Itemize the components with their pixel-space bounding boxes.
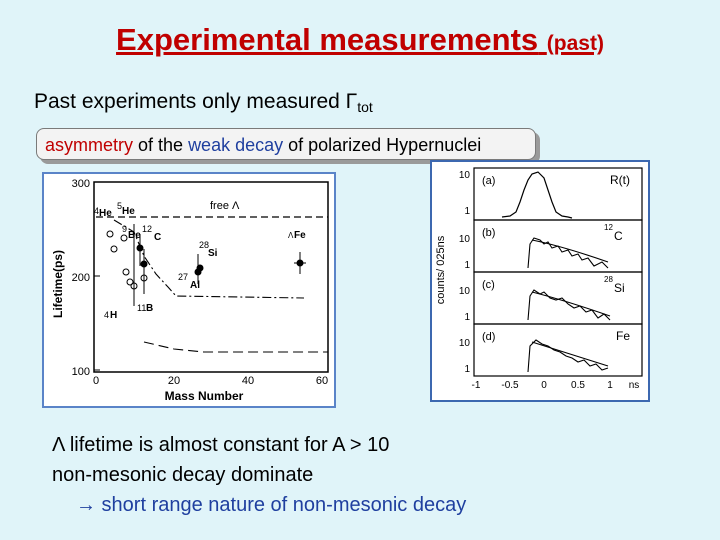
bullet-lifetime: Λ lifetime is almost constant for A > 10 xyxy=(52,434,390,456)
sup-be: 9 xyxy=(122,224,127,234)
intro-text: Past experiments only measured Γ xyxy=(34,90,358,113)
xtick-20: 20 xyxy=(168,375,180,387)
tag-b: (b) xyxy=(482,227,495,239)
sup-fe: Λ xyxy=(288,231,294,240)
title-main: Experimental measurements xyxy=(116,22,539,57)
intro-line: Past experiments only measured Γtot xyxy=(34,90,373,115)
sup-b: 11 xyxy=(137,303,146,313)
panel-c xyxy=(473,271,643,325)
callout-asymmetry: asymmetry xyxy=(45,135,134,155)
sup-c: 28 xyxy=(604,275,613,284)
sup-c: 12 xyxy=(142,224,152,234)
theory-curve-lower xyxy=(143,341,328,353)
sup-he5: 5 xyxy=(117,201,122,211)
xtick-05: 0.5 xyxy=(571,380,585,391)
xtick-neg1: -1 xyxy=(472,380,481,391)
lifetime-ylabel: Lifetime(ps) xyxy=(51,250,65,318)
lifetime-xlabel: Mass Number xyxy=(165,389,244,403)
tick-b-1: 1 xyxy=(464,260,470,271)
label-he4: He xyxy=(99,208,112,219)
lifetime-figure: 300 200 100 Lifetime(ps) 0 20 40 60 Mass… xyxy=(42,172,336,408)
sup-h: 4 xyxy=(104,310,109,320)
lifetime-plot: 300 200 100 Lifetime(ps) 0 20 40 60 Mass… xyxy=(51,178,329,403)
bullet-short-range: → short range nature of non-mesonic deca… xyxy=(52,490,466,520)
ns-xlabel: ns xyxy=(629,380,640,391)
tag-c: (c) xyxy=(482,279,495,291)
arrow-right-icon: → xyxy=(76,494,96,516)
data-points xyxy=(106,224,306,306)
xtick-0: 0 xyxy=(541,380,547,391)
name-c: Si xyxy=(614,281,625,295)
sup-b: 12 xyxy=(604,223,613,232)
name-b: C xyxy=(614,229,623,243)
time-spectra-plot: counts/ 025ns 10 1 10 1 10 1 10 1 (a) (b… xyxy=(435,167,643,391)
ytick-100: 100 xyxy=(72,366,90,378)
counts-ylabel: counts/ 025ns xyxy=(435,235,447,304)
bullet-short-range-text: short range nature of non-mesonic decay xyxy=(96,494,467,516)
label-h: H xyxy=(110,310,117,321)
label-be: Be xyxy=(128,230,141,241)
label-fe: Fe xyxy=(294,230,306,241)
tick-d-1: 1 xyxy=(464,364,470,375)
panel-d xyxy=(473,323,643,377)
callout-box: asymmetry of the weak decay of polarized… xyxy=(36,128,536,160)
label-c: C xyxy=(154,232,161,243)
label-al: Al xyxy=(190,280,200,291)
decay-histograms xyxy=(527,237,611,373)
ytick-200: 200 xyxy=(72,272,90,284)
name-a: R(t) xyxy=(610,173,630,187)
sup-al: 27 xyxy=(178,272,188,282)
xtick-40: 40 xyxy=(242,375,254,387)
resolution-histogram xyxy=(501,171,573,219)
name-d: Fe xyxy=(616,329,630,343)
tick-a-10: 10 xyxy=(459,170,471,181)
ytick-300: 300 xyxy=(72,178,90,190)
xtick-neg05: -0.5 xyxy=(501,380,519,391)
label-b: B xyxy=(146,303,153,314)
tag-d: (d) xyxy=(482,331,495,343)
sup-he4: 4 xyxy=(94,206,99,216)
xtick-60: 60 xyxy=(316,375,328,387)
sup-si: 28 xyxy=(199,240,209,250)
label-si: Si xyxy=(208,248,218,259)
free-lambda-label: free Λ xyxy=(210,200,240,212)
tick-a-1: 1 xyxy=(464,206,470,217)
intro-subscript: tot xyxy=(357,99,373,115)
callout-weak-decay: weak decay xyxy=(188,135,284,155)
label-he5: He xyxy=(122,206,135,217)
tick-b-10: 10 xyxy=(459,234,471,245)
tick-c-1: 1 xyxy=(464,312,470,323)
tick-c-10: 10 xyxy=(459,286,471,297)
tag-a: (a) xyxy=(482,175,495,187)
xtick-1: 1 xyxy=(607,380,613,391)
callout-rest: of polarized Hypernuclei xyxy=(283,135,482,155)
time-spectra-figure: counts/ 025ns 10 1 10 1 10 1 10 1 (a) (b… xyxy=(430,160,650,402)
tick-d-10: 10 xyxy=(459,338,471,349)
slide-title: Experimental measurements (past) xyxy=(0,22,720,58)
title-suffix: (past) xyxy=(546,32,604,55)
bullet-nonmesonic: non-mesonic decay dominate xyxy=(52,464,314,486)
xtick-0: 0 xyxy=(93,375,99,387)
conclusions: Λ lifetime is almost constant for A > 10… xyxy=(52,430,466,520)
callout-of-the: of the xyxy=(133,135,189,155)
